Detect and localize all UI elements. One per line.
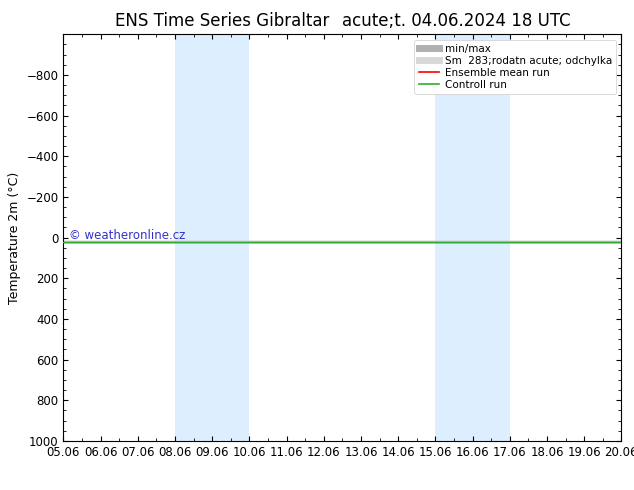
Text: ENS Time Series Gibraltar: ENS Time Series Gibraltar <box>115 12 329 30</box>
Bar <box>175 34 249 441</box>
Bar <box>436 34 510 441</box>
Text: © weatheronline.cz: © weatheronline.cz <box>69 229 185 242</box>
Y-axis label: Temperature 2m (°C): Temperature 2m (°C) <box>8 172 21 304</box>
Text: acute;t. 04.06.2024 18 UTC: acute;t. 04.06.2024 18 UTC <box>342 12 571 30</box>
Legend: min/max, Sm  283;rodatn acute; odchylka, Ensemble mean run, Controll run: min/max, Sm 283;rodatn acute; odchylka, … <box>415 40 616 94</box>
